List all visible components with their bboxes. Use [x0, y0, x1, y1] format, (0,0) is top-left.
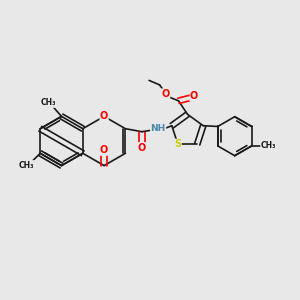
Text: O: O	[100, 111, 108, 122]
Text: O: O	[161, 89, 170, 99]
Text: CH₃: CH₃	[261, 142, 276, 151]
Text: S: S	[174, 139, 182, 149]
Text: CH₃: CH₃	[19, 160, 34, 169]
Text: O: O	[100, 145, 108, 155]
Text: O: O	[190, 91, 198, 101]
Text: O: O	[138, 142, 146, 153]
Text: NH: NH	[151, 124, 166, 133]
Text: CH₃: CH₃	[40, 98, 56, 107]
